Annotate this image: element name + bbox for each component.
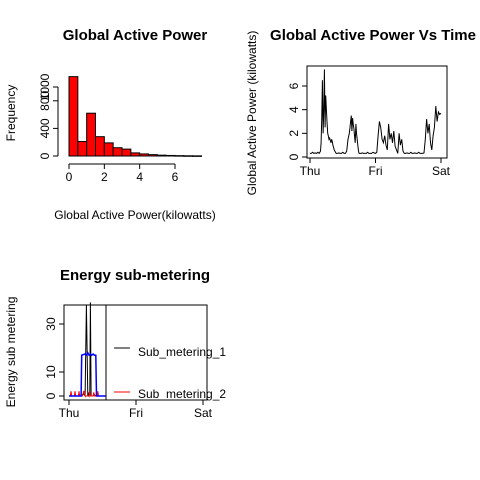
histogram-panel: Global Active Power Frequency Global Act… xyxy=(4,27,216,222)
histogram-title: Global Active Power xyxy=(63,27,208,44)
histogram-x-tick-label: 4 xyxy=(136,170,143,184)
submetering-line-1 xyxy=(69,302,106,398)
histogram-bar xyxy=(68,76,79,157)
submetering-y-tick-label: 0 xyxy=(44,392,58,399)
submetering-y-tick-label: 10 xyxy=(44,365,58,379)
histogram-bar xyxy=(77,141,88,157)
power-time-series xyxy=(310,69,442,155)
histogram-bar xyxy=(156,154,167,157)
power-time-y-label: Global Active Power (kilowatts) xyxy=(245,31,259,196)
histogram-x-tick-label: 2 xyxy=(101,170,108,184)
power-time-y-tick-label: 2 xyxy=(287,130,301,137)
submetering-title: Energy sub-metering xyxy=(60,267,210,284)
submetering-line-3 xyxy=(69,351,106,397)
histogram-bar xyxy=(174,155,185,157)
histogram-bar xyxy=(148,154,158,157)
histogram-y-tick-label: 800 xyxy=(38,90,52,110)
submetering-series xyxy=(69,302,106,398)
power-time-axes: Thu Fri Sat 0 2 4 6 xyxy=(287,82,451,178)
histogram-x-tick-label: 0 xyxy=(66,170,73,184)
legend-box xyxy=(105,304,208,401)
submetering-x-tick-label: Fri xyxy=(129,406,143,420)
histogram-y-tick-label: 0 xyxy=(38,152,52,159)
submetering-panel: Energy sub-metering Energy sub metering … xyxy=(4,267,226,420)
power-time-x-tick-label: Fri xyxy=(369,164,383,178)
histogram-bars xyxy=(68,76,203,157)
histogram-bar xyxy=(183,155,194,157)
power-time-line xyxy=(310,69,442,155)
power-time-panel: Global Active Power Vs Time Global Activ… xyxy=(245,27,476,195)
submetering-x-tick-label: Sat xyxy=(194,406,213,420)
power-time-y-tick-label: 4 xyxy=(287,106,301,113)
submetering-y-label: Energy sub metering xyxy=(4,297,18,408)
histogram-bar xyxy=(139,153,150,157)
histogram-x-tick-label: 6 xyxy=(172,170,179,184)
histogram-y-label: Frequency xyxy=(4,85,18,142)
submetering-x-tick-label: Thu xyxy=(59,406,80,420)
power-time-y-tick-label: 6 xyxy=(287,82,301,89)
histogram-y-tick-label: 400 xyxy=(38,118,52,138)
histogram-bar xyxy=(192,155,203,157)
histogram-bar xyxy=(121,148,132,157)
legend-label-sub-metering-2: Sub_metering_2 xyxy=(138,387,226,401)
histogram-bar xyxy=(103,142,114,157)
submetering-y-tick-label: 30 xyxy=(44,317,58,331)
submetering-legend: Sub_metering_1 Sub_metering_2 xyxy=(105,304,226,401)
histogram-bar xyxy=(95,136,105,157)
histogram-bar xyxy=(130,152,141,157)
histogram-y-tick-label: 1000 xyxy=(38,73,52,100)
power-time-x-tick-label: Sat xyxy=(432,164,451,178)
power-time-title: Global Active Power Vs Time xyxy=(270,27,476,44)
histogram-bar xyxy=(86,112,96,157)
histogram-bar xyxy=(165,154,176,157)
power-time-x-tick-label: Thu xyxy=(300,164,321,178)
power-time-y-tick-label: 0 xyxy=(287,153,301,160)
histogram-x-label: Global Active Power(kilowatts) xyxy=(54,208,215,222)
histogram-bar xyxy=(112,147,123,157)
legend-label-sub-metering-1: Sub_metering_1 xyxy=(138,345,226,359)
